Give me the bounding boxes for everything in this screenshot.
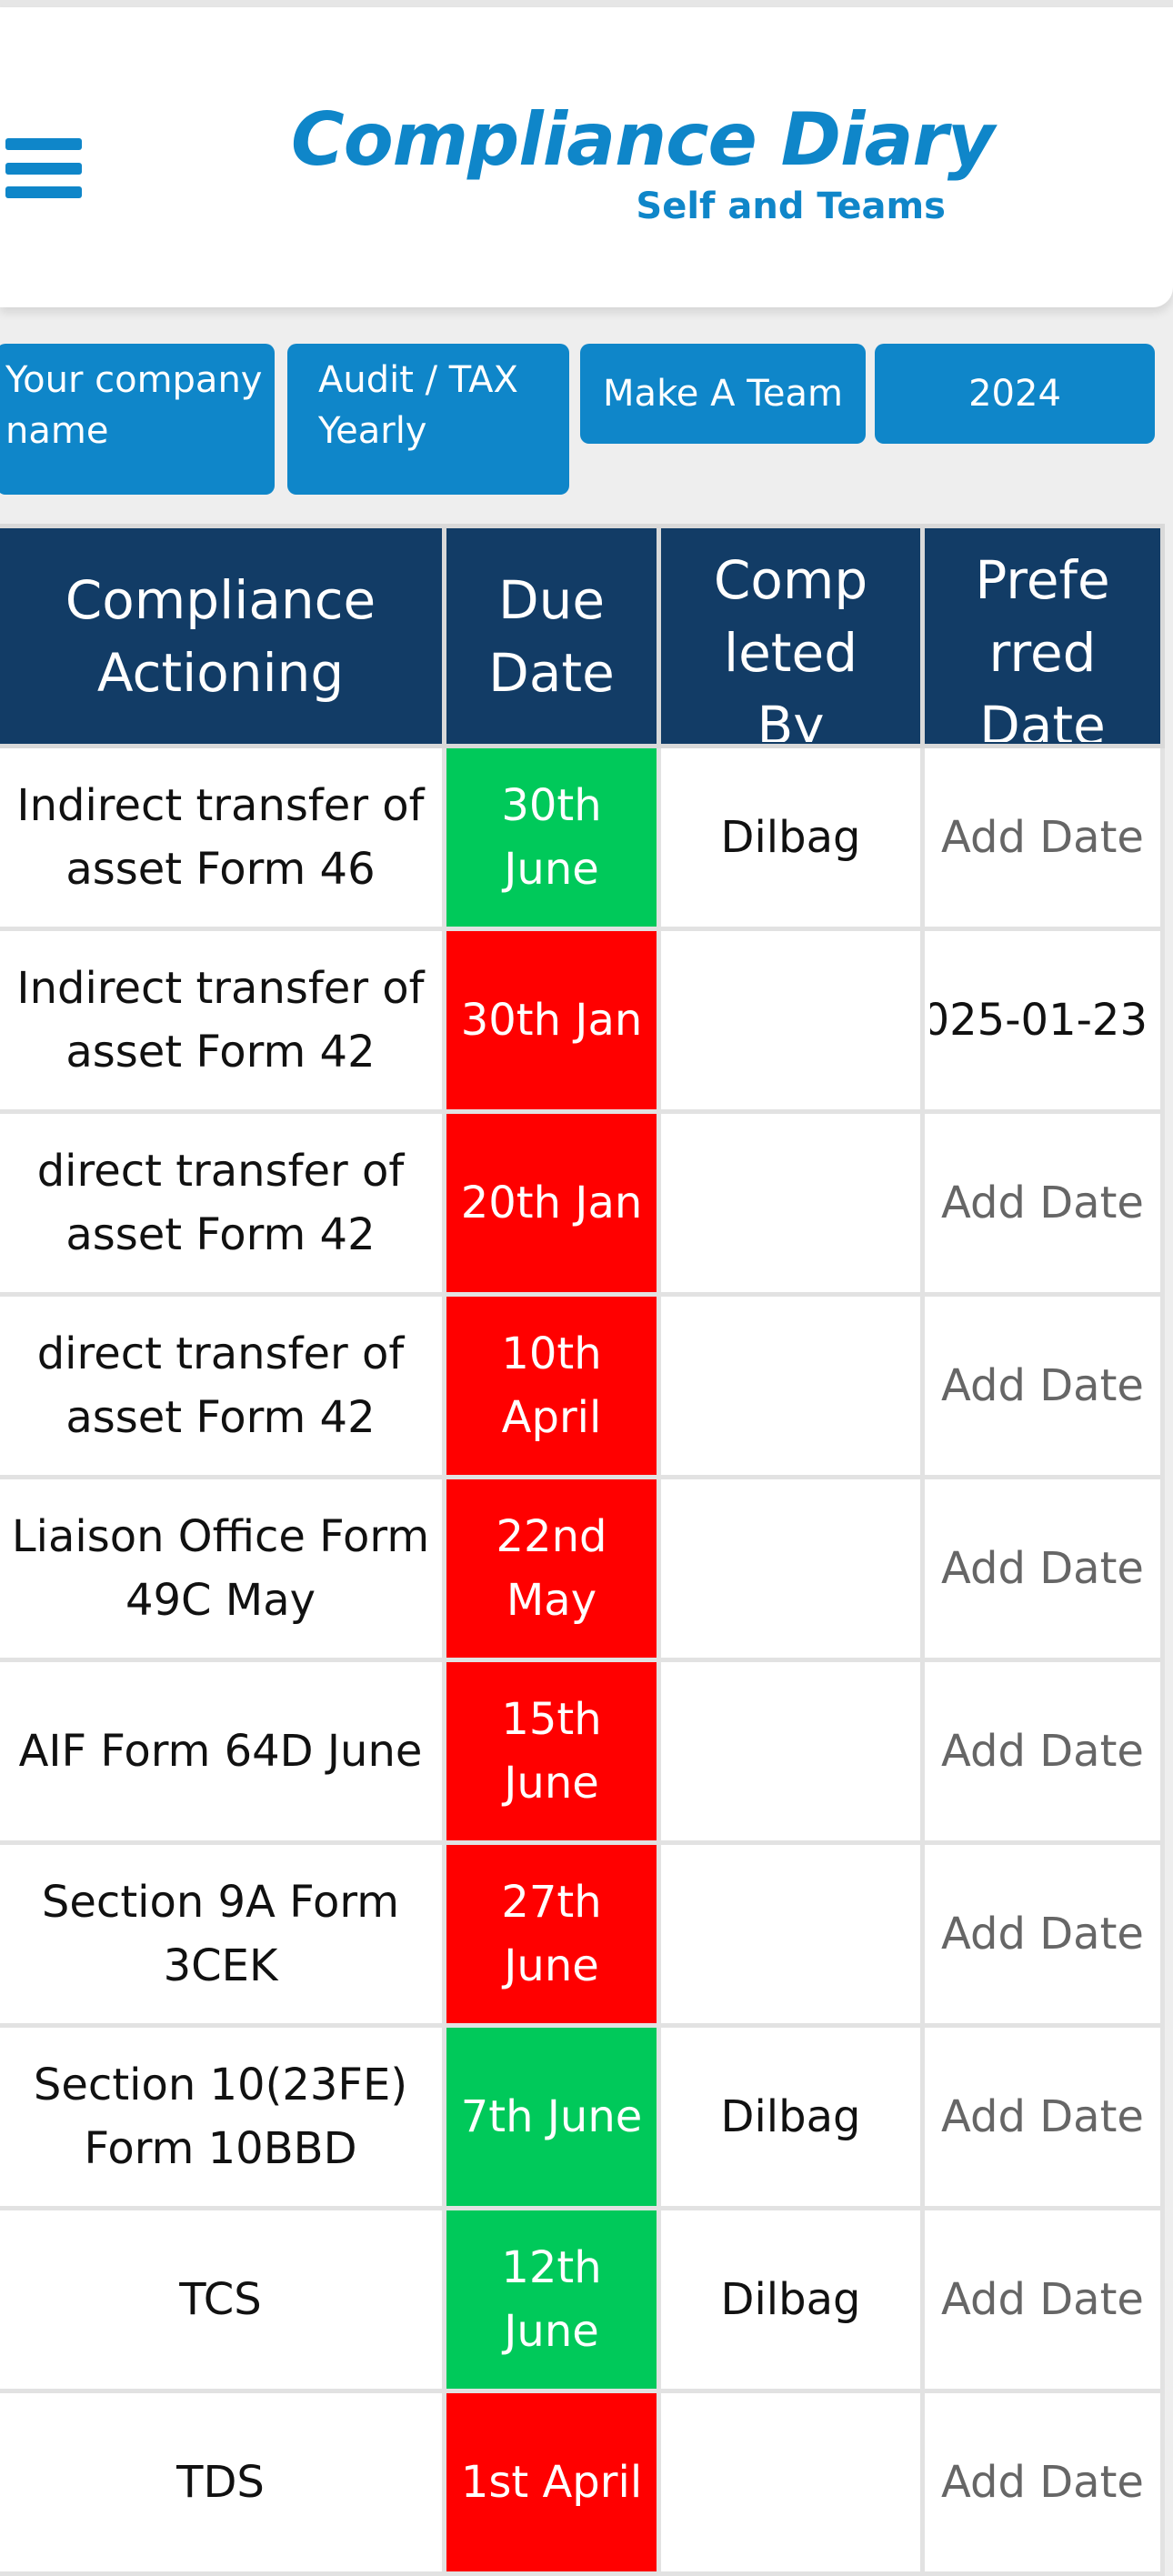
company-name-label-line1: Your company <box>5 359 263 401</box>
compliance-name-cell: TDS <box>0 2389 446 2576</box>
completed-by-cell: Dilbag <box>657 744 925 931</box>
table-row[interactable]: TCS 12th June Dilbag Add Date <box>0 2206 1165 2393</box>
completed-by-cell <box>657 1840 925 2028</box>
due-date-cell: 7th June <box>442 2023 661 2210</box>
due-date-cell: 20th Jan <box>442 1109 661 1297</box>
due-date-cell: 22nd May <box>442 1475 661 1662</box>
due-date-cell: 30th Jan <box>442 927 661 1114</box>
app-subtitle: Self and Teams <box>636 185 946 227</box>
preferred-date-value: 2025-01-23 <box>930 995 1148 1046</box>
app-header: Compliance Diary Self and Teams <box>0 7 1173 307</box>
preferred-date-cell[interactable]: 2025-01-23 <box>920 927 1165 1114</box>
audit-tax-label-line1: Audit / TAX <box>318 359 518 401</box>
table-row[interactable]: Liaison Office Form 49C May 22nd May Add… <box>0 1475 1165 1662</box>
due-date-cell: 27th June <box>442 1840 661 2028</box>
brand: Compliance Diary Self and Teams <box>291 95 995 240</box>
status-divider <box>0 0 1173 7</box>
completed-by-cell <box>657 1658 925 1845</box>
company-name-button[interactable]: Your company name <box>0 344 275 495</box>
add-date-button[interactable]: Add Date <box>920 744 1165 931</box>
compliance-name-cell: Section 9A Form 3CEK <box>0 1840 446 2028</box>
add-date-button[interactable]: Add Date <box>920 1840 1165 2028</box>
add-date-button[interactable]: Add Date <box>920 1475 1165 1662</box>
header-preferred-date[interactable]: Prefe rred Date <box>920 524 1165 748</box>
table-row[interactable]: direct transfer of asset Form 42 20th Ja… <box>0 1109 1165 1297</box>
table-header-row: Compliance Actioning Due Date Comp leted… <box>0 524 1165 748</box>
completed-by-cell: Dilbag <box>657 2023 925 2210</box>
year-button[interactable]: 2024 <box>875 344 1155 444</box>
table-row[interactable]: Section 9A Form 3CEK 27th June Add Date <box>0 1840 1165 2028</box>
add-date-button[interactable]: Add Date <box>920 2389 1165 2576</box>
compliance-name-cell: Indirect transfer of asset Form 42 <box>0 927 446 1114</box>
add-date-button[interactable]: Add Date <box>920 1658 1165 1845</box>
completed-by-cell <box>657 927 925 1114</box>
header-compliance-actioning[interactable]: Compliance Actioning <box>0 524 446 748</box>
header-due-date[interactable]: Due Date <box>442 524 661 748</box>
add-date-button[interactable]: Add Date <box>920 1109 1165 1297</box>
compliance-name-cell: direct transfer of asset Form 42 <box>0 1292 446 1479</box>
compliance-table: Compliance Actioning Due Date Comp leted… <box>0 524 1165 2576</box>
company-name-label-line2: name <box>5 410 109 452</box>
add-date-button[interactable]: Add Date <box>920 2206 1165 2393</box>
completed-by-cell: Dilbag <box>657 2206 925 2393</box>
completed-by-cell <box>657 1292 925 1479</box>
due-date-cell: 1st April <box>442 2389 661 2576</box>
make-a-team-button[interactable]: Make A Team <box>580 344 866 444</box>
table-row[interactable]: direct transfer of asset Form 42 10th Ap… <box>0 1292 1165 1479</box>
due-date-cell: 10th April <box>442 1292 661 1479</box>
filter-bar: Your company name Audit / TAX Yearly Mak… <box>0 344 1173 498</box>
table-row[interactable]: TDS 1st April Add Date <box>0 2389 1165 2576</box>
table-row[interactable]: Indirect transfer of asset Form 42 30th … <box>0 927 1165 1114</box>
table-row[interactable]: Section 10(23FE) Form 10BBD 7th June Dil… <box>0 2023 1165 2210</box>
compliance-name-cell: Section 10(23FE) Form 10BBD <box>0 2023 446 2210</box>
menu-icon[interactable] <box>5 138 82 198</box>
audit-tax-button[interactable]: Audit / TAX Yearly <box>287 344 569 495</box>
audit-tax-label-line2: Yearly <box>318 410 427 452</box>
compliance-name-cell: AIF Form 64D June <box>0 1658 446 1845</box>
compliance-table-container[interactable]: Compliance Actioning Due Date Comp leted… <box>0 524 1173 2576</box>
compliance-name-cell: TCS <box>0 2206 446 2393</box>
compliance-name-cell: direct transfer of asset Form 42 <box>0 1109 446 1297</box>
due-date-cell: 12th June <box>442 2206 661 2393</box>
completed-by-cell <box>657 1475 925 1662</box>
completed-by-cell <box>657 2389 925 2576</box>
table-row[interactable]: AIF Form 64D June 15th June Add Date <box>0 1658 1165 1845</box>
completed-by-cell <box>657 1109 925 1297</box>
compliance-name-cell: Liaison Office Form 49C May <box>0 1475 446 1662</box>
add-date-button[interactable]: Add Date <box>920 2023 1165 2210</box>
due-date-cell: 15th June <box>442 1658 661 1845</box>
table-row[interactable]: Indirect transfer of asset Form 46 30th … <box>0 744 1165 931</box>
app-title: Compliance Diary <box>291 97 995 182</box>
header-completed-by[interactable]: Comp leted By <box>657 524 925 748</box>
add-date-button[interactable]: Add Date <box>920 1292 1165 1479</box>
compliance-name-cell: Indirect transfer of asset Form 46 <box>0 744 446 931</box>
due-date-cell: 30th June <box>442 744 661 931</box>
